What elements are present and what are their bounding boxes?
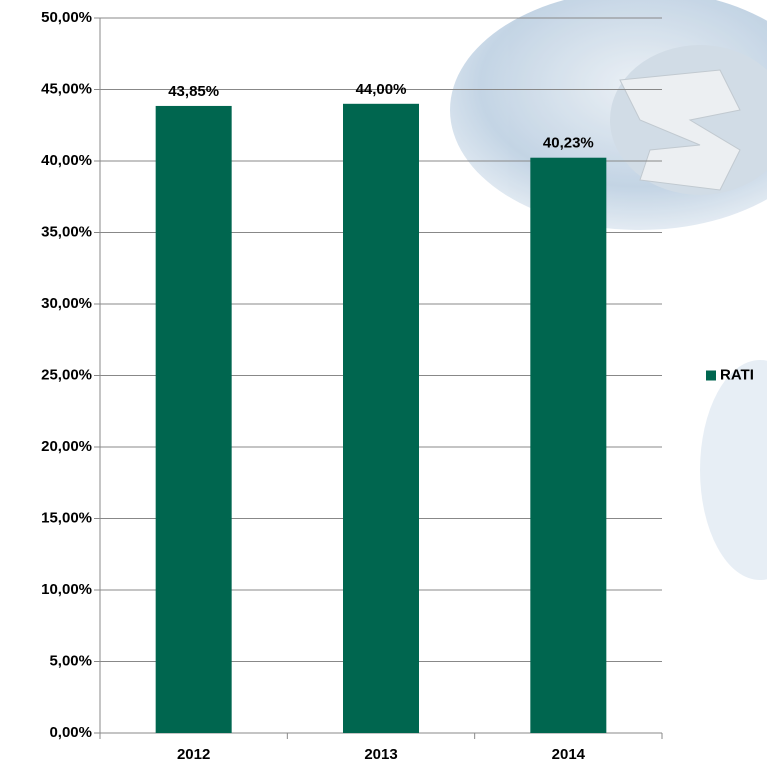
legend-label: RATI bbox=[720, 366, 754, 383]
y-tick-label: 50,00% bbox=[41, 9, 92, 26]
y-tick-label: 5,00% bbox=[49, 652, 92, 669]
y-tick-label: 40,00% bbox=[41, 152, 92, 169]
bar bbox=[530, 157, 607, 733]
x-tick-label: 2013 bbox=[364, 746, 397, 763]
background-decoration bbox=[450, 0, 767, 580]
bar bbox=[343, 103, 419, 734]
legend-swatch bbox=[706, 370, 716, 381]
x-tick-label: 2014 bbox=[552, 746, 586, 763]
y-tick-label: 15,00% bbox=[41, 509, 92, 526]
data-label: 40,23% bbox=[543, 135, 594, 152]
y-tick-label: 25,00% bbox=[41, 366, 92, 383]
data-label: 44,00% bbox=[356, 81, 407, 98]
y-tick-label: 35,00% bbox=[41, 223, 92, 240]
bar bbox=[155, 105, 232, 733]
y-tick-label: 10,00% bbox=[41, 581, 92, 598]
y-tick-label: 45,00% bbox=[41, 80, 92, 97]
y-tick-label: 30,00% bbox=[41, 295, 92, 312]
data-label: 43,85% bbox=[168, 83, 219, 100]
x-tick-label: 2012 bbox=[177, 746, 210, 763]
y-tick-label: 20,00% bbox=[41, 438, 92, 455]
y-tick-label: 0,00% bbox=[49, 724, 92, 741]
